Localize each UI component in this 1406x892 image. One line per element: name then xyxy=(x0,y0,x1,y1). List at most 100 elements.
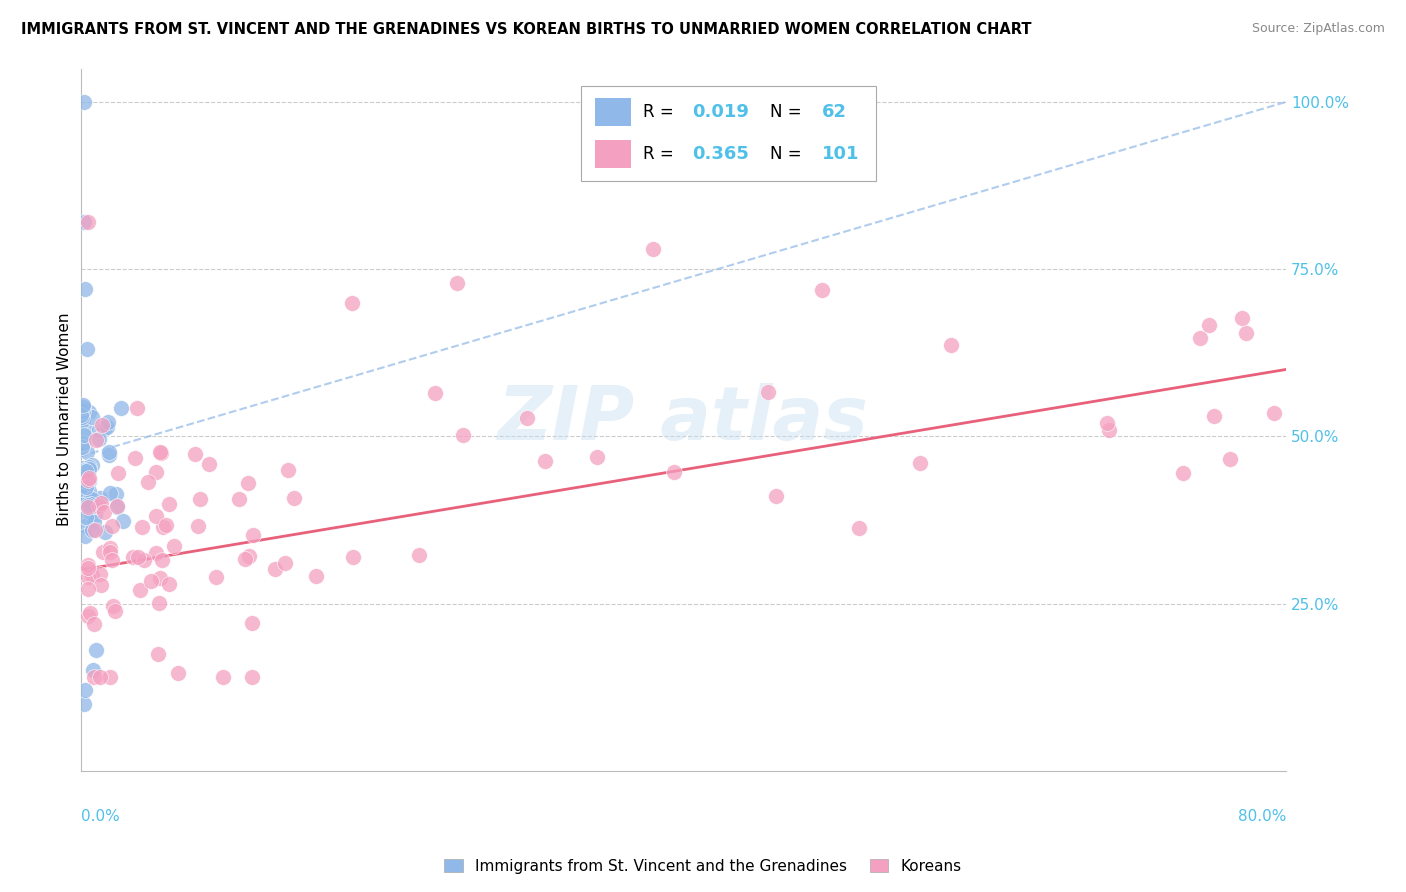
Point xyxy=(100,553,122,567)
Point xyxy=(105,499,128,513)
Point xyxy=(132,553,155,567)
Point xyxy=(72,697,94,711)
Point xyxy=(70,481,93,495)
Point xyxy=(98,670,121,684)
Point xyxy=(72,413,94,427)
Point xyxy=(77,609,100,624)
Point xyxy=(77,484,100,499)
Point xyxy=(72,215,94,229)
Point xyxy=(242,528,264,542)
Point xyxy=(82,523,104,537)
Point xyxy=(86,499,108,513)
Point xyxy=(79,491,101,506)
Legend: Immigrants from St. Vincent and the Grenadines, Koreans: Immigrants from St. Vincent and the Gren… xyxy=(439,853,967,880)
Point xyxy=(451,428,474,442)
Point xyxy=(72,398,94,412)
Point xyxy=(69,490,91,504)
Point xyxy=(101,599,124,614)
Point xyxy=(73,421,96,435)
Point xyxy=(105,500,128,514)
Point xyxy=(82,664,104,678)
Point xyxy=(124,450,146,465)
Point xyxy=(150,446,173,460)
Point xyxy=(77,471,100,485)
Point xyxy=(83,670,105,684)
Text: R =: R = xyxy=(644,145,679,163)
Point xyxy=(110,401,132,415)
Point xyxy=(1263,406,1285,420)
Point xyxy=(1173,466,1195,480)
Point xyxy=(98,486,121,500)
Point xyxy=(70,440,93,454)
Point xyxy=(107,466,129,480)
Point xyxy=(83,496,105,510)
Point xyxy=(98,541,121,555)
Bar xyxy=(595,98,631,126)
Point xyxy=(157,577,180,591)
Point xyxy=(76,498,98,512)
Point xyxy=(188,491,211,506)
Point xyxy=(264,562,287,576)
Point xyxy=(89,567,111,582)
Point xyxy=(90,418,112,433)
Point xyxy=(148,445,170,459)
Point xyxy=(139,574,162,589)
Point xyxy=(96,420,118,434)
Point xyxy=(664,465,686,479)
Point xyxy=(75,480,97,494)
Point xyxy=(941,337,963,351)
Point xyxy=(80,497,103,511)
Point xyxy=(90,578,112,592)
Point xyxy=(342,549,364,564)
Point xyxy=(848,520,870,534)
Point xyxy=(84,523,107,537)
Y-axis label: Births to Unmarried Women: Births to Unmarried Women xyxy=(58,313,72,526)
Point xyxy=(283,491,305,505)
Point xyxy=(80,568,103,582)
Point xyxy=(425,385,447,400)
Point xyxy=(77,473,100,487)
Point xyxy=(72,95,94,109)
Point xyxy=(83,617,105,632)
Point xyxy=(340,295,363,310)
Point xyxy=(97,415,120,429)
Point xyxy=(76,343,98,357)
Point xyxy=(240,670,263,684)
Text: 0.365: 0.365 xyxy=(692,145,748,163)
Point xyxy=(72,409,94,424)
Point xyxy=(305,568,328,582)
Point xyxy=(228,492,250,507)
Point xyxy=(80,410,103,425)
Text: ZIP atlas: ZIP atlas xyxy=(498,383,869,456)
Point xyxy=(183,447,205,461)
Point xyxy=(145,465,167,479)
Text: 0.019: 0.019 xyxy=(692,103,748,121)
Point xyxy=(73,519,96,533)
Point xyxy=(73,427,96,442)
Point xyxy=(212,670,235,684)
Point xyxy=(516,411,538,425)
Point xyxy=(205,570,228,584)
Point xyxy=(77,570,100,584)
Point xyxy=(104,604,127,618)
Point xyxy=(77,460,100,475)
Text: R =: R = xyxy=(644,103,679,121)
Point xyxy=(167,666,190,681)
Point xyxy=(1234,326,1257,340)
Text: Source: ZipAtlas.com: Source: ZipAtlas.com xyxy=(1251,22,1385,36)
Point xyxy=(87,432,110,446)
Point xyxy=(73,282,96,296)
Point xyxy=(908,456,931,470)
Point xyxy=(155,518,177,533)
Point xyxy=(76,499,98,513)
Point xyxy=(93,422,115,436)
Point xyxy=(240,616,263,631)
Point xyxy=(148,596,170,610)
Point xyxy=(94,524,117,539)
Point xyxy=(1219,451,1241,466)
Point xyxy=(73,529,96,543)
Point xyxy=(129,582,152,597)
Point xyxy=(90,496,112,510)
Point xyxy=(97,445,120,459)
Point xyxy=(122,550,145,565)
